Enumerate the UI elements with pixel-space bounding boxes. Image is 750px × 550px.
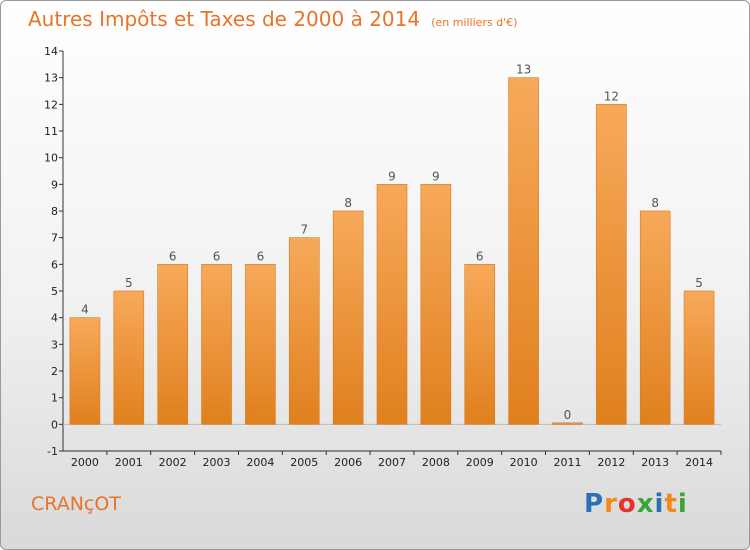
y-tick-label: 13 [44, 72, 58, 85]
bar-value-label: 6 [169, 249, 177, 263]
x-tick-label: 2012 [597, 456, 625, 469]
y-tick-label: 5 [51, 285, 58, 298]
x-tick-label: 2000 [71, 456, 99, 469]
bar [420, 184, 452, 425]
bar [245, 264, 276, 425]
logo-letter: t [664, 489, 678, 519]
chart-unit: (en milliers d'€) [431, 16, 518, 29]
x-tick-label: 2008 [422, 456, 450, 469]
bar-value-label: 5 [125, 276, 133, 290]
bar [508, 77, 539, 425]
x-tick-label: 2014 [685, 456, 713, 469]
y-tick-label: 6 [51, 258, 58, 271]
x-tick-label: 2002 [159, 456, 187, 469]
bar [552, 422, 583, 425]
bar-value-label: 6 [476, 249, 484, 263]
commune-name: CRANçOT [31, 493, 121, 515]
bar-value-label: 13 [516, 63, 531, 77]
y-tick-label: -1 [47, 445, 58, 458]
bar-value-label: 8 [344, 196, 352, 210]
bar-value-label: 7 [300, 223, 308, 237]
y-tick-label: 14 [44, 45, 58, 58]
y-tick-label: 2 [51, 365, 58, 378]
x-tick-label: 2011 [553, 456, 581, 469]
x-tick-label: 2005 [290, 456, 318, 469]
bar [113, 290, 145, 425]
logo-letter: i [677, 489, 688, 519]
y-tick-label: 3 [51, 338, 58, 351]
y-tick-label: 8 [51, 205, 58, 218]
x-tick-label: 2009 [466, 456, 494, 469]
logo-letter: i [654, 489, 665, 519]
bar [683, 290, 715, 425]
bar [639, 210, 671, 425]
logo-letter: P [584, 489, 605, 519]
y-tick-label: 10 [44, 152, 58, 165]
x-tick-label: 2001 [115, 456, 143, 469]
bar-value-label: 0 [564, 408, 572, 422]
x-tick-label: 2013 [641, 456, 669, 469]
bar [157, 264, 188, 425]
y-tick-label: 4 [51, 312, 58, 325]
chart-title: Autres Impôts et Taxes de 2000 à 2014 [28, 7, 421, 31]
bar [376, 184, 408, 425]
bar [332, 210, 364, 425]
bar [69, 317, 101, 425]
bar-value-label: 6 [257, 249, 265, 263]
bar [464, 264, 496, 425]
x-tick-label: 2010 [510, 456, 538, 469]
x-tick-label: 2007 [378, 456, 406, 469]
proxiti-logo: Proxiti [584, 489, 688, 519]
y-tick-label: 7 [51, 232, 58, 245]
bar-value-label: 9 [432, 169, 440, 183]
y-tick-label: 9 [51, 178, 58, 191]
bar-value-label: 4 [81, 303, 89, 317]
bar-value-label: 5 [695, 276, 703, 290]
bar-value-label: 8 [651, 196, 659, 210]
y-tick-label: 12 [44, 98, 58, 111]
bar [288, 237, 320, 425]
x-tick-label: 2006 [334, 456, 362, 469]
y-tick-label: 11 [44, 125, 58, 138]
bar [596, 104, 627, 425]
logo-letter: x [636, 489, 655, 519]
bar-value-label: 9 [388, 169, 396, 183]
y-tick-label: 1 [51, 392, 58, 405]
title-row: Autres Impôts et Taxes de 2000 à 2014 (e… [28, 7, 517, 31]
logo-letter: o [617, 489, 637, 519]
bar-value-label: 6 [213, 249, 221, 263]
bar [201, 264, 232, 425]
y-tick-label: 0 [51, 418, 58, 431]
x-tick-label: 2004 [246, 456, 274, 469]
logo-letter: r [604, 489, 618, 519]
x-tick-label: 2003 [203, 456, 231, 469]
bar-value-label: 12 [604, 89, 619, 103]
